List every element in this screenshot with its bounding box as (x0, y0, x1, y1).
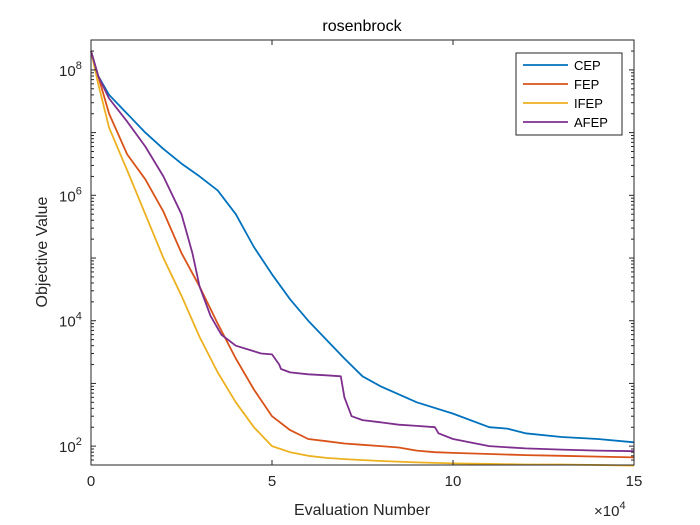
y-tick-base: 10 (59, 439, 76, 456)
legend: CEP FEP IFEP AFEP (515, 52, 623, 136)
legend-label-fep: FEP (574, 77, 599, 92)
y-tick-label: 104 (59, 311, 82, 331)
series-line-cep (90, 50, 635, 444)
legend-label-afep: AFEP (574, 115, 608, 130)
axes-box (90, 39, 635, 466)
x-tick-label: 5 (268, 473, 276, 490)
x-tick-label: 0 (87, 473, 95, 490)
y-tick-power: 8 (76, 60, 82, 72)
x-tick-label: 15 (626, 473, 643, 490)
y-tick-power: 6 (76, 185, 82, 197)
y-tick-base: 10 (59, 188, 76, 205)
legend-label-cep: CEP (574, 58, 601, 73)
chart-title: rosenbrock (322, 18, 402, 35)
series-line-fep (90, 50, 635, 459)
legend-label-ifep: IFEP (574, 96, 603, 111)
x-tick-label: 10 (445, 473, 462, 490)
y-tick-base: 10 (59, 63, 76, 80)
y-tick-label: 102 (59, 436, 82, 456)
x-axis: 0 5 10 15 (87, 40, 643, 490)
x-exponent-base: ×10 (594, 503, 619, 520)
y-axis-label: Objective Value (34, 196, 51, 307)
series-layer (90, 50, 635, 467)
series-line-afep (90, 50, 635, 453)
y-tick-power: 4 (76, 311, 82, 323)
series-line-ifep (90, 50, 635, 467)
x-axis-label: Evaluation Number (294, 502, 431, 519)
y-tick-base: 10 (59, 314, 76, 331)
x-exponent-power: 4 (619, 500, 625, 512)
y-tick-power: 2 (76, 436, 82, 448)
x-axis-exponent: ×104 (594, 500, 626, 520)
y-tick-label: 106 (59, 185, 82, 205)
y-tick-label: 108 (59, 60, 82, 80)
